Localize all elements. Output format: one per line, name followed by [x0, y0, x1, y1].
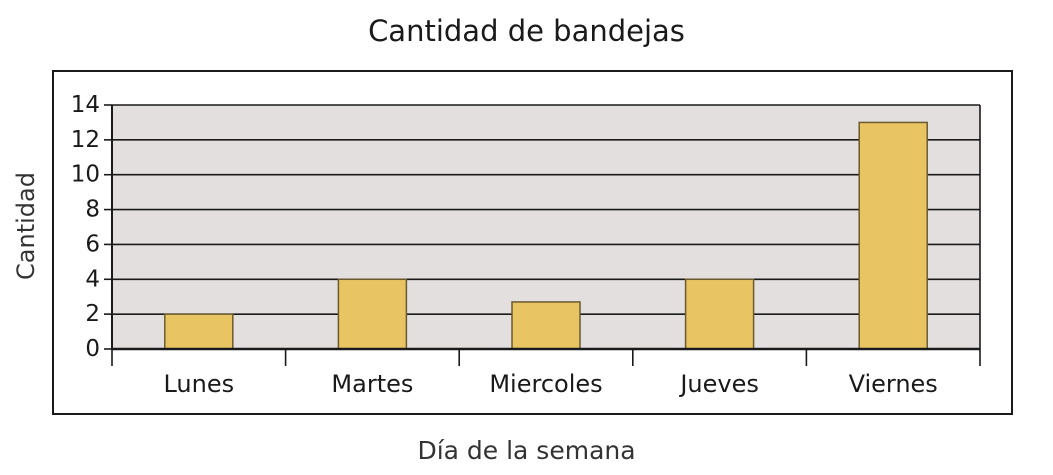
x-tick-label: Martes — [331, 370, 413, 398]
bar-viernes — [859, 122, 927, 349]
y-tick-label: 0 — [85, 336, 100, 362]
x-tick-label: Jueves — [678, 370, 759, 398]
x-tick-label: Lunes — [163, 370, 234, 398]
y-tick-label: 6 — [85, 231, 100, 257]
y-tick-label: 2 — [85, 301, 100, 327]
bar-martes — [338, 279, 406, 349]
y-tick-label: 12 — [71, 127, 100, 153]
bar-lunes — [165, 314, 233, 349]
bar-miercoles — [512, 302, 580, 349]
y-tick-label: 10 — [71, 162, 100, 188]
y-tick-label: 4 — [85, 266, 100, 292]
bar-jueves — [686, 279, 754, 349]
x-tick-label: Miercoles — [489, 370, 602, 398]
x-tick-label: Viernes — [849, 370, 938, 398]
y-tick-label: 8 — [85, 197, 100, 223]
y-tick-label: 14 — [71, 92, 100, 118]
